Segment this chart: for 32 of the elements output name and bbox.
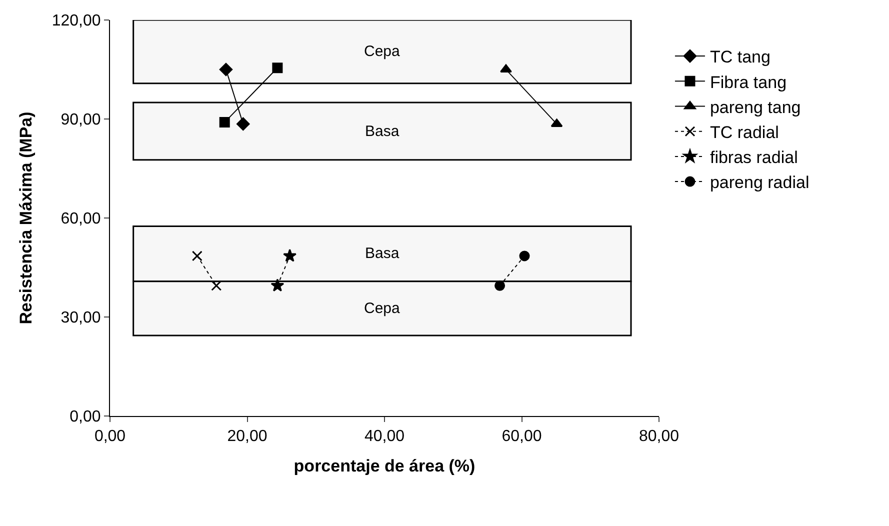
point — [236, 117, 250, 131]
legend-label: TC radial — [710, 122, 779, 142]
y-tick-label: 120,00 — [52, 12, 101, 30]
y-tick-label: 90,00 — [60, 112, 101, 129]
point — [192, 250, 202, 262]
point — [211, 280, 222, 291]
y-tick-label: 30,00 — [60, 310, 101, 327]
y-tick-label: 0,00 — [70, 408, 101, 426]
point — [494, 280, 506, 291]
legend-label: fibras radial — [710, 148, 798, 168]
legend-label: pareng tang — [710, 98, 801, 117]
x-tick-label: 0,00 — [94, 428, 126, 446]
point — [270, 278, 284, 292]
band-label: Cepa — [364, 43, 401, 60]
legend-label: TC tang — [710, 48, 770, 67]
legend-label: pareng radial — [710, 173, 810, 192]
band-label: Basa — [365, 123, 400, 140]
point — [519, 250, 530, 262]
point — [219, 117, 230, 128]
band-label: Cepa — [364, 300, 401, 317]
x-tick-label: 20,00 — [227, 428, 268, 446]
point — [272, 62, 283, 74]
x-tick-label: 40,00 — [364, 428, 405, 446]
band-label: Basa — [365, 245, 400, 262]
point — [219, 62, 233, 76]
x-tick-label: 60,00 — [502, 428, 542, 446]
point — [283, 248, 297, 262]
y-axis-title: Resistencia Máxima (MPa) — [16, 112, 36, 324]
x-axis-title: porcentaje de área (%) — [294, 456, 476, 476]
y-tick-label: 60,00 — [60, 210, 101, 228]
legend-label: Fibra tang — [710, 72, 787, 92]
x-tick-label: 80,00 — [638, 428, 680, 446]
